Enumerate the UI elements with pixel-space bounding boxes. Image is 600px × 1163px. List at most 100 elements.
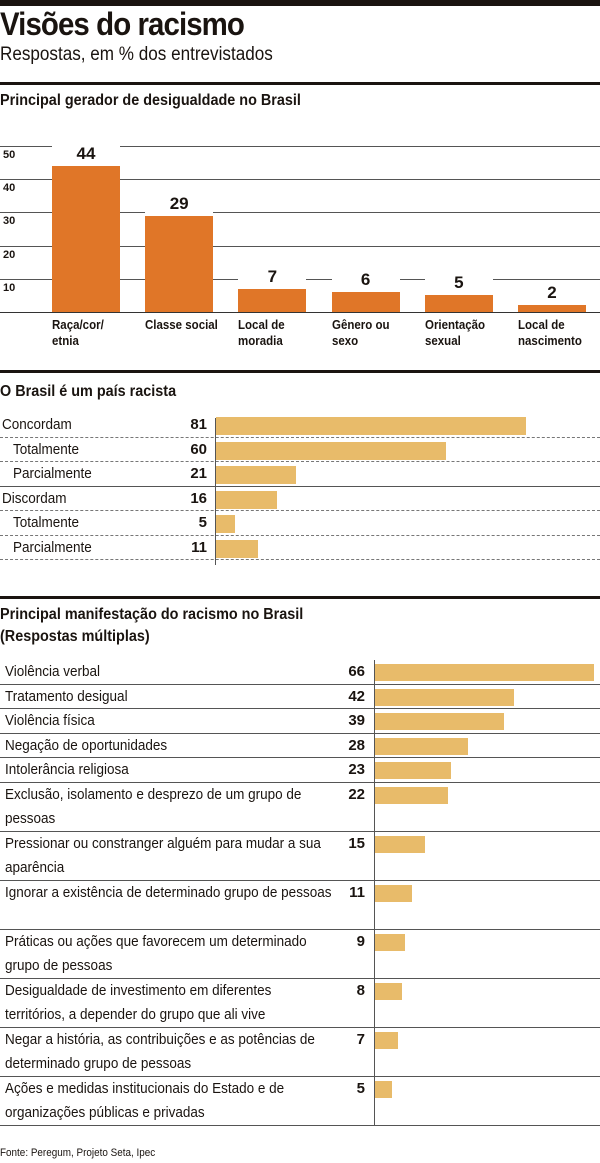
bar [375,762,452,779]
bar [375,713,505,730]
y-tick-label: 30 [3,215,16,228]
row-label: Violência física [5,712,95,729]
bar [375,835,425,853]
y-tick-label: 10 [3,281,16,294]
table-row: Totalmente 60 [0,438,600,462]
row-value: 21 [190,465,207,482]
bar [145,215,214,312]
bar [216,515,236,533]
table-row: Negar a história, as contribuições e as … [0,1028,600,1077]
row-value: 22 [348,785,365,803]
row-value: 11 [349,883,365,901]
bar [238,288,307,312]
table-row: Discordam 16 [0,487,600,511]
row-label: Violência verbal [5,663,101,680]
data-label: 44 [52,143,120,164]
row-value: 60 [190,440,207,458]
row-label: Parcialmente [13,538,92,556]
bar [216,417,527,435]
chart1-title: Principal gerador de desigualdade no Bra… [0,92,301,109]
table-row: Pressionar ou constranger alguém para mu… [0,832,600,881]
divider [0,82,600,85]
divider [0,596,600,599]
row-label: Parcialmente [13,465,92,482]
table-row: Totalmente 5 [0,511,600,536]
bar [331,292,400,312]
bar [518,305,586,312]
gridline [0,179,600,181]
table-row: Ações e medidas institucionais do Estado… [0,1077,600,1126]
row-label: Ignorar a existência de determinado grup… [5,883,332,901]
row-value: 66 [348,663,365,680]
bar [375,933,405,951]
row-value: 23 [348,761,365,778]
row-label: Negar a história, as contribuições e as … [5,1030,315,1073]
category-label: Classe social [145,318,219,332]
bar [216,466,297,484]
gridline [0,146,600,147]
table-row: Violência física 39 [0,709,600,734]
row-label: Desigualdade de investimento em diferent… [5,981,272,1024]
row-value: 5 [356,1079,365,1097]
gridline [0,245,600,247]
y-tick-label: 40 [3,182,16,195]
table-row: Desigualdade de investimento em diferent… [0,979,600,1028]
row-label: Ações e medidas institucionais do Estado… [5,1079,285,1122]
row-value: 7 [356,1030,365,1048]
row-value: 81 [190,416,207,433]
category-label: Raça/cor/ etnia [52,318,104,348]
row-label: Totalmente [13,440,80,458]
bar [375,1031,399,1049]
category-label: Gênero ou sexo [331,318,390,348]
row-value: 42 [348,687,365,705]
table-row: Parcialmente 21 [0,462,600,487]
table-row: Tratamento desigual 42 [0,685,600,709]
y-tick-label: 20 [3,248,16,261]
row-value: 8 [356,981,365,999]
x-axis [0,312,600,313]
bar [375,737,468,755]
row-value: 15 [348,834,365,852]
table-row: Concordam 81 [0,413,600,438]
chart3-title: Principal manifestação do racismo no Bra… [0,606,304,623]
divider [0,370,600,373]
bar [375,982,402,1000]
bar [424,295,493,312]
row-label: Exclusão, isolamento e desprezo de um gr… [5,785,302,828]
row-label: Discordam [2,489,67,507]
row-label: Negação de oportunidades [5,736,168,754]
row-value: 5 [198,514,207,531]
bar [375,884,412,902]
table-row: Negação de oportunidades 28 [0,734,600,758]
row-label: Tratamento desigual [5,687,128,705]
bar [375,664,595,681]
data-label: 29 [145,193,214,214]
table-row: Violência verbal 66 [0,660,600,685]
page-subtitle: Respostas, em % dos entrevistados [0,44,273,65]
bar [375,1080,392,1098]
table-row: Exclusão, isolamento e desprezo de um gr… [0,783,600,832]
data-label: 2 [518,283,586,304]
bar [216,441,446,460]
top-rule [0,0,600,6]
page-title: Visões do racismo [0,6,245,42]
table-row: Práticas ou ações que favorecem um deter… [0,930,600,979]
bar [216,539,259,558]
table-row: Parcialmente 11 [0,536,600,560]
row-label: Concordam [2,416,72,433]
category-label: Orientação sexual [424,318,485,348]
row-value: 28 [348,736,365,754]
row-value: 9 [356,932,365,950]
axis-line [215,418,216,565]
bar [216,490,278,509]
data-label: 5 [424,273,493,294]
category-label: Local de moradia [238,318,286,348]
row-value: 11 [191,538,207,556]
chart3-subtitle: (Respostas múltiplas) [0,628,150,645]
bar [375,688,515,706]
data-label: 6 [331,270,400,291]
row-value: 16 [190,489,207,507]
row-label: Pressionar ou constranger alguém para mu… [5,834,321,877]
bar [375,786,449,804]
row-value: 39 [348,712,365,729]
